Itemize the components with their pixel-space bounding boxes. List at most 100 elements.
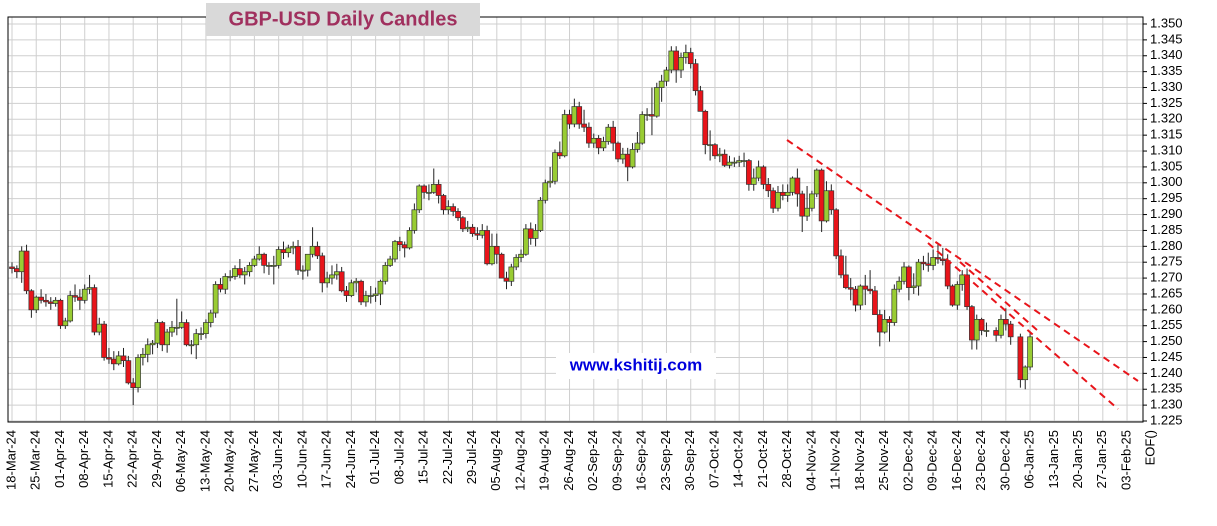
candle-body bbox=[1002, 319, 1009, 325]
candle-body bbox=[576, 106, 583, 125]
x-tick-label: 24-Jun-24 bbox=[343, 430, 358, 489]
candle-body bbox=[440, 195, 447, 211]
x-tick-label: 16-Sep-24 bbox=[634, 430, 649, 491]
candle-body bbox=[518, 253, 524, 258]
candle-body bbox=[993, 330, 999, 336]
candle-body bbox=[164, 331, 170, 346]
candle-body bbox=[765, 184, 772, 192]
candle-body bbox=[556, 152, 563, 157]
candle-body bbox=[503, 277, 510, 282]
candle-body bbox=[333, 271, 340, 276]
y-tick-label: 1.320 bbox=[1150, 111, 1183, 126]
candle-body bbox=[324, 277, 330, 284]
x-tick-label: 29-Jul-24 bbox=[464, 430, 479, 484]
candle-body bbox=[697, 90, 704, 112]
candle-body bbox=[498, 253, 505, 279]
candle-body bbox=[203, 322, 209, 335]
y-tick-label: 1.225 bbox=[1150, 412, 1183, 427]
candle-body bbox=[639, 114, 646, 144]
candle-body bbox=[348, 282, 355, 296]
candle-body bbox=[731, 161, 738, 164]
trend-lines bbox=[786, 139, 1139, 410]
x-tick-label: 09-Sep-24 bbox=[609, 430, 624, 491]
candle-body bbox=[217, 284, 224, 290]
candle-body bbox=[154, 322, 161, 344]
y-tick-label: 1.295 bbox=[1150, 190, 1183, 205]
y-tick-label: 1.335 bbox=[1150, 63, 1183, 78]
candle-body bbox=[251, 258, 258, 266]
candle-body bbox=[964, 274, 970, 308]
candle-body bbox=[474, 233, 481, 236]
candle-body bbox=[232, 268, 238, 277]
candle-body bbox=[33, 296, 40, 311]
candle-body bbox=[101, 323, 107, 358]
candles bbox=[9, 44, 1033, 406]
candle-body bbox=[144, 344, 151, 355]
candle-body bbox=[406, 230, 413, 249]
x-tick-label: 22-Jul-24 bbox=[440, 430, 455, 484]
candle-body bbox=[910, 285, 917, 288]
candle-body bbox=[120, 355, 127, 362]
chart-title: GBP-USD Daily Candles bbox=[229, 8, 458, 30]
candle-body bbox=[847, 287, 854, 290]
candle-body bbox=[736, 160, 743, 163]
candle-body bbox=[493, 245, 500, 255]
candle-body bbox=[615, 142, 621, 160]
x-tick-label: 01-Apr-24 bbox=[52, 430, 67, 488]
x-tick-label: 27-Jan-25 bbox=[1094, 430, 1109, 489]
candle-body bbox=[978, 319, 985, 331]
candle-body bbox=[823, 190, 830, 222]
candle-body bbox=[634, 142, 641, 150]
candle-body bbox=[358, 280, 364, 303]
y-tick-label: 1.245 bbox=[1150, 349, 1183, 364]
candle-body bbox=[857, 285, 864, 306]
candle-body bbox=[212, 284, 219, 314]
candle-body bbox=[421, 185, 427, 193]
candle-body bbox=[338, 271, 345, 292]
candle-body bbox=[542, 182, 549, 201]
candle-body bbox=[401, 244, 408, 249]
candle-body bbox=[789, 177, 796, 193]
candle-body bbox=[270, 265, 277, 267]
candle-body bbox=[949, 285, 956, 306]
x-tick-label: 08-Jul-24 bbox=[391, 430, 406, 484]
candle-body bbox=[484, 230, 490, 265]
candle-body bbox=[692, 63, 699, 92]
x-tick-label: 13-Jan-25 bbox=[1046, 430, 1061, 489]
y-tick-label: 1.345 bbox=[1150, 31, 1183, 46]
x-tick-label: 02-Dec-24 bbox=[900, 430, 915, 491]
watermark: www.kshitij.com bbox=[569, 355, 703, 374]
candle-body bbox=[183, 322, 190, 346]
candle-body bbox=[876, 314, 883, 333]
x-tick-label: 21-Oct-24 bbox=[755, 430, 770, 488]
candle-body bbox=[445, 206, 452, 211]
candle-body bbox=[784, 191, 791, 196]
candle-body bbox=[367, 295, 374, 297]
candle-body bbox=[460, 217, 466, 230]
candle-body bbox=[169, 326, 175, 333]
candle-body bbox=[173, 326, 180, 329]
candle-body bbox=[746, 160, 752, 185]
x-tick-label: 23-Dec-24 bbox=[973, 430, 988, 491]
candle-body bbox=[610, 126, 617, 144]
x-tick-label: 08-Apr-24 bbox=[76, 430, 91, 488]
candle-body bbox=[295, 245, 301, 271]
candle-body bbox=[377, 280, 384, 295]
y-tick-label: 1.340 bbox=[1150, 47, 1183, 62]
x-tick-label: 30-Dec-24 bbox=[997, 430, 1012, 491]
candle-body bbox=[77, 296, 83, 301]
candle-body bbox=[130, 382, 137, 389]
candle-body bbox=[382, 265, 389, 282]
candle-body bbox=[450, 206, 457, 212]
candle-body bbox=[57, 299, 64, 327]
candle-body bbox=[193, 333, 200, 346]
candle-body bbox=[159, 322, 166, 346]
x-tick-label: 06-May-24 bbox=[173, 430, 188, 492]
candle-body bbox=[920, 261, 927, 265]
candle-body bbox=[537, 199, 544, 231]
candle-body bbox=[464, 226, 471, 230]
candle-body bbox=[280, 249, 287, 254]
candle-body bbox=[28, 290, 35, 311]
x-tick-label: 26-Aug-24 bbox=[561, 430, 576, 491]
